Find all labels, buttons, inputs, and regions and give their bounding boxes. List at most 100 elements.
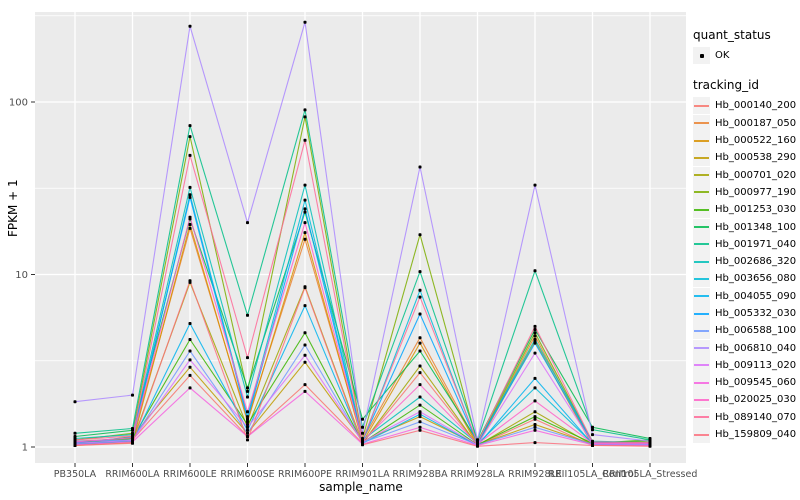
legend-key-box (693, 183, 710, 201)
data-point (533, 376, 537, 380)
legend-item-label: Hb_001971_040 (715, 238, 797, 250)
legend-item-label: Hb_005332_030 (715, 308, 797, 319)
legend-key-box (693, 97, 710, 115)
data-point (533, 386, 537, 390)
data-point (303, 221, 307, 225)
line-symbol-icon (694, 191, 709, 194)
legend-key-box (693, 114, 710, 132)
data-point (533, 417, 537, 421)
data-point (303, 353, 307, 357)
line-symbol-icon (694, 416, 709, 419)
data-point (648, 441, 652, 445)
data-point (188, 195, 192, 199)
data-point (303, 231, 307, 235)
data-point (188, 349, 192, 353)
data-point (476, 444, 479, 448)
data-point (476, 441, 479, 445)
legend-item: Hb_000522_160 (693, 132, 799, 150)
data-point (303, 360, 307, 364)
data-point (246, 425, 249, 429)
data-point (188, 226, 192, 230)
data-point (418, 165, 422, 169)
data-point (303, 138, 307, 142)
line-symbol-icon (694, 312, 709, 315)
x-tick-label: RRIM600PE (278, 469, 332, 480)
data-point (533, 399, 537, 403)
data-point (246, 431, 249, 435)
data-point (533, 423, 537, 426)
line-symbol-icon (694, 347, 709, 350)
data-point (533, 415, 537, 419)
data-point (188, 279, 192, 283)
data-point (246, 438, 249, 442)
data-point (418, 349, 422, 353)
x-tick-label: RRIM928LA (450, 469, 505, 480)
data-point (73, 438, 77, 442)
legend-item-label: Hb_003656_080 (715, 273, 797, 285)
data-point (418, 383, 422, 387)
data-point (533, 338, 537, 341)
line-symbol-icon (694, 174, 709, 177)
legend-entries: Hb_000140_200 Hb_000187_050 Hb_000522_160 H… (693, 97, 799, 444)
data-point (418, 428, 422, 432)
data-point (418, 395, 422, 399)
x-tick-label: RRII105LA_Control (548, 469, 636, 480)
data-point (303, 210, 307, 214)
data-point (533, 410, 537, 414)
legend-key-box (693, 201, 710, 219)
data-point (303, 304, 307, 308)
data-point (131, 434, 134, 438)
data-point (246, 410, 249, 414)
legend-item: Hb_003656_080 (693, 270, 799, 288)
legend-item-label: Hb_000140_200 (715, 100, 797, 112)
data-point (188, 358, 192, 362)
legend-item: Hb_002686_320 (693, 253, 799, 271)
legend-key-box (693, 132, 710, 150)
x-tick-label: RRIM928BA (392, 469, 448, 480)
data-point (246, 415, 249, 419)
line-symbol-icon (694, 156, 709, 159)
legend-key-box (693, 305, 710, 322)
legend-item: Hb_006810_040 (693, 339, 799, 357)
x-tick-label: RRIM600LA (105, 469, 160, 480)
legend-item-label: Hb_006588_100 (715, 325, 797, 337)
legend-item-label: Hb_159809_040 (715, 429, 797, 441)
data-point (361, 443, 364, 447)
data-point (418, 312, 422, 316)
x-tick-label: RRII105LA_Stressed (603, 469, 698, 480)
data-point (131, 427, 134, 430)
legend-item-label: Hb_000701_020 (715, 169, 797, 181)
data-point (303, 383, 307, 387)
data-point (533, 341, 537, 345)
legend-item-label: Hb_000187_050 (715, 117, 797, 129)
data-point (246, 423, 249, 426)
data-point (361, 417, 364, 421)
data-point (418, 341, 422, 345)
legend-item-label: OK (715, 50, 730, 62)
data-point (73, 400, 77, 404)
data-point (303, 343, 307, 347)
legend-key-box (693, 356, 710, 374)
legend-item-label: Hb_089140_070 (715, 411, 797, 423)
line-symbol-icon (694, 139, 709, 142)
x-tick-label: RRIM901LA (335, 469, 390, 480)
legend-item: Hb_000140_200 (693, 97, 799, 115)
legend-item: Hb_001971_040 (693, 235, 799, 253)
data-point (131, 441, 134, 445)
data-point (533, 351, 537, 355)
data-point (246, 435, 249, 438)
legend-key-box (693, 339, 710, 357)
data-point (418, 233, 422, 237)
data-point (533, 331, 537, 335)
data-point (188, 386, 192, 390)
line-symbol-icon (694, 433, 709, 436)
x-tick-label: RRIM600SE (220, 469, 274, 480)
line-symbol-icon (694, 208, 709, 211)
legend-key-box (693, 408, 710, 426)
y-axis-title: FPKM + 1 (6, 179, 20, 237)
line-symbol-icon (694, 243, 709, 246)
data-point (246, 386, 249, 390)
line-symbol-icon (694, 260, 709, 263)
legend-item-label: Hb_001253_030 (715, 204, 797, 216)
